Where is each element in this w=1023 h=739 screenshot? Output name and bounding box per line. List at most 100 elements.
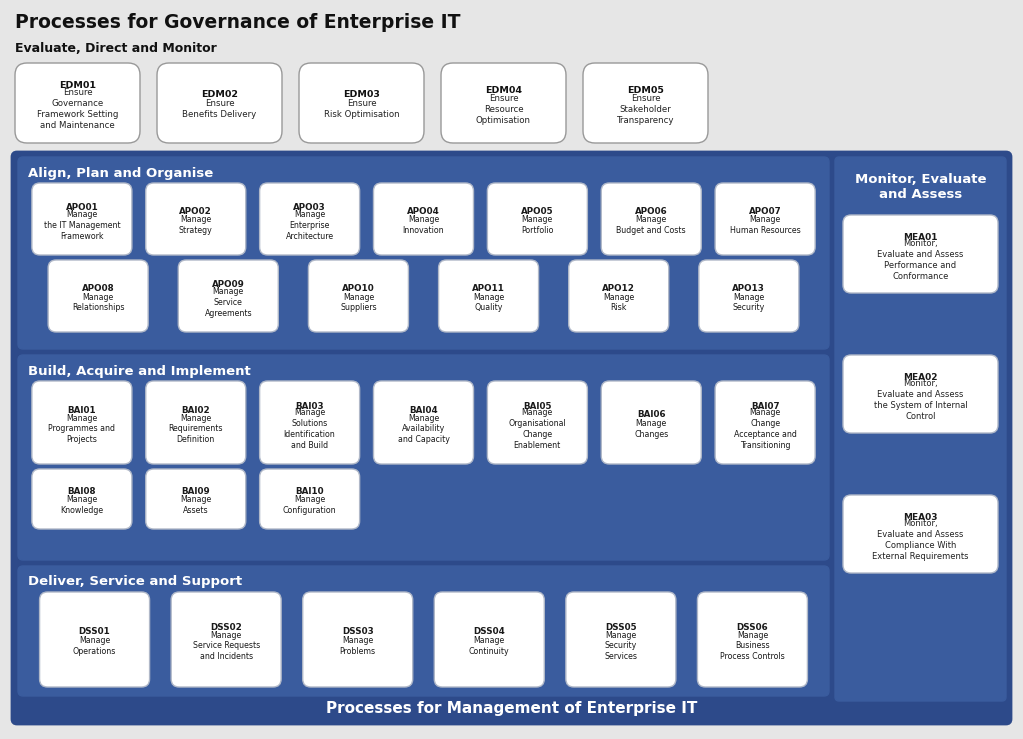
Text: Ensure
Governance
Framework Setting
and Maintenance: Ensure Governance Framework Setting and … xyxy=(37,88,119,131)
Text: Manage
Security: Manage Security xyxy=(732,293,765,313)
FancyBboxPatch shape xyxy=(715,381,815,464)
Text: Manage
Strategy: Manage Strategy xyxy=(179,216,213,235)
FancyBboxPatch shape xyxy=(439,260,538,332)
FancyBboxPatch shape xyxy=(843,215,998,293)
FancyBboxPatch shape xyxy=(18,566,829,696)
Text: APO13: APO13 xyxy=(732,284,765,293)
Text: MEA01: MEA01 xyxy=(903,234,938,242)
Text: APO01: APO01 xyxy=(65,202,98,211)
Text: Manage
Availability
and Capacity: Manage Availability and Capacity xyxy=(398,414,449,444)
FancyBboxPatch shape xyxy=(698,592,807,687)
FancyBboxPatch shape xyxy=(48,260,148,332)
Text: Manage
Human Resources: Manage Human Resources xyxy=(729,216,801,235)
Text: Manage
Risk: Manage Risk xyxy=(604,293,634,313)
FancyBboxPatch shape xyxy=(441,63,566,143)
Text: APO04: APO04 xyxy=(407,207,440,216)
FancyBboxPatch shape xyxy=(260,183,360,255)
FancyBboxPatch shape xyxy=(303,592,412,687)
Text: Manage
Quality: Manage Quality xyxy=(473,293,504,313)
FancyBboxPatch shape xyxy=(699,260,799,332)
FancyBboxPatch shape xyxy=(715,183,815,255)
Text: BAI07: BAI07 xyxy=(751,402,780,411)
FancyBboxPatch shape xyxy=(308,260,408,332)
FancyBboxPatch shape xyxy=(260,469,360,529)
FancyBboxPatch shape xyxy=(835,157,1006,701)
Text: Ensure
Benefits Delivery: Ensure Benefits Delivery xyxy=(182,99,257,120)
FancyBboxPatch shape xyxy=(569,260,669,332)
FancyBboxPatch shape xyxy=(40,592,149,687)
FancyBboxPatch shape xyxy=(487,381,587,464)
Text: BAI10: BAI10 xyxy=(296,487,324,496)
Text: Manage
Requirements
Definition: Manage Requirements Definition xyxy=(169,414,223,444)
Text: APO11: APO11 xyxy=(473,284,505,293)
Text: Evaluate, Direct and Monitor: Evaluate, Direct and Monitor xyxy=(15,41,217,55)
Text: BAI08: BAI08 xyxy=(68,487,96,496)
FancyBboxPatch shape xyxy=(32,183,132,255)
FancyBboxPatch shape xyxy=(145,183,246,255)
Text: Monitor,
Evaluate and Assess
Compliance With
External Requirements: Monitor, Evaluate and Assess Compliance … xyxy=(873,520,969,561)
Text: Manage
Operations: Manage Operations xyxy=(73,636,117,655)
Text: Manage
Relationships: Manage Relationships xyxy=(72,293,125,313)
FancyBboxPatch shape xyxy=(602,381,701,464)
Text: EDM03: EDM03 xyxy=(343,90,380,100)
FancyBboxPatch shape xyxy=(602,183,701,255)
Text: DSS06: DSS06 xyxy=(737,623,768,632)
Text: Build, Acquire and Implement: Build, Acquire and Implement xyxy=(28,364,251,378)
FancyBboxPatch shape xyxy=(15,63,140,143)
Text: BAI05: BAI05 xyxy=(523,402,551,411)
FancyBboxPatch shape xyxy=(435,592,544,687)
Text: Manage
Problems: Manage Problems xyxy=(340,636,375,655)
Text: Manage
Continuity: Manage Continuity xyxy=(469,636,509,655)
Text: Deliver, Service and Support: Deliver, Service and Support xyxy=(28,576,242,588)
Text: Manage
Innovation: Manage Innovation xyxy=(403,216,444,235)
Text: Manage
the IT Management
Framework: Manage the IT Management Framework xyxy=(44,210,120,241)
Text: Processes for Management of Enterprise IT: Processes for Management of Enterprise I… xyxy=(325,701,698,717)
FancyBboxPatch shape xyxy=(12,152,1011,724)
FancyBboxPatch shape xyxy=(178,260,278,332)
Text: APO08: APO08 xyxy=(82,284,115,293)
Text: APO03: APO03 xyxy=(294,202,326,211)
Text: Manage
Service
Agreements: Manage Service Agreements xyxy=(205,287,252,318)
Text: Manage
Security
Services: Manage Security Services xyxy=(605,630,637,661)
Text: Manage
Portfolio: Manage Portfolio xyxy=(521,216,553,235)
Text: BAI03: BAI03 xyxy=(296,402,324,411)
Text: EDM02: EDM02 xyxy=(201,90,238,100)
Text: Ensure
Stakeholder
Transparency: Ensure Stakeholder Transparency xyxy=(617,94,674,125)
Text: EDM01: EDM01 xyxy=(59,81,96,90)
Text: APO09: APO09 xyxy=(212,279,244,289)
Text: EDM05: EDM05 xyxy=(627,86,664,95)
Text: Manage
Knowledge: Manage Knowledge xyxy=(60,496,103,515)
Text: Align, Plan and Organise: Align, Plan and Organise xyxy=(28,166,213,180)
Text: APO06: APO06 xyxy=(635,207,668,216)
Text: Manage
Configuration: Manage Configuration xyxy=(282,496,337,515)
Text: BAI06: BAI06 xyxy=(637,410,666,419)
FancyBboxPatch shape xyxy=(145,381,246,464)
Text: Manage
Suppliers: Manage Suppliers xyxy=(340,293,376,313)
Text: DSS05: DSS05 xyxy=(605,623,636,632)
Text: MEA02: MEA02 xyxy=(903,373,938,382)
Text: Monitor, Evaluate
and Assess: Monitor, Evaluate and Assess xyxy=(855,173,986,201)
Text: BAI09: BAI09 xyxy=(181,487,210,496)
Text: Manage
Budget and Costs: Manage Budget and Costs xyxy=(617,216,686,235)
FancyBboxPatch shape xyxy=(157,63,282,143)
Text: Manage
Organisational
Change
Enablement: Manage Organisational Change Enablement xyxy=(508,408,567,449)
FancyBboxPatch shape xyxy=(583,63,708,143)
FancyBboxPatch shape xyxy=(843,495,998,573)
FancyBboxPatch shape xyxy=(373,183,474,255)
Text: Manage
Changes: Manage Changes xyxy=(634,419,668,439)
FancyBboxPatch shape xyxy=(171,592,281,687)
Text: BAI02: BAI02 xyxy=(181,406,210,415)
FancyBboxPatch shape xyxy=(299,63,424,143)
Text: APO12: APO12 xyxy=(603,284,635,293)
Text: BAI04: BAI04 xyxy=(409,406,438,415)
Text: APO10: APO10 xyxy=(342,284,374,293)
Text: MEA03: MEA03 xyxy=(903,514,938,522)
Text: Processes for Governance of Enterprise IT: Processes for Governance of Enterprise I… xyxy=(15,13,460,32)
FancyBboxPatch shape xyxy=(260,381,360,464)
Text: EDM04: EDM04 xyxy=(485,86,522,95)
FancyBboxPatch shape xyxy=(32,381,132,464)
FancyBboxPatch shape xyxy=(18,157,829,349)
Text: Manage
Enterprise
Architecture: Manage Enterprise Architecture xyxy=(285,210,333,241)
Text: DSS02: DSS02 xyxy=(211,623,242,632)
Text: Ensure
Risk Optimisation: Ensure Risk Optimisation xyxy=(323,99,399,120)
